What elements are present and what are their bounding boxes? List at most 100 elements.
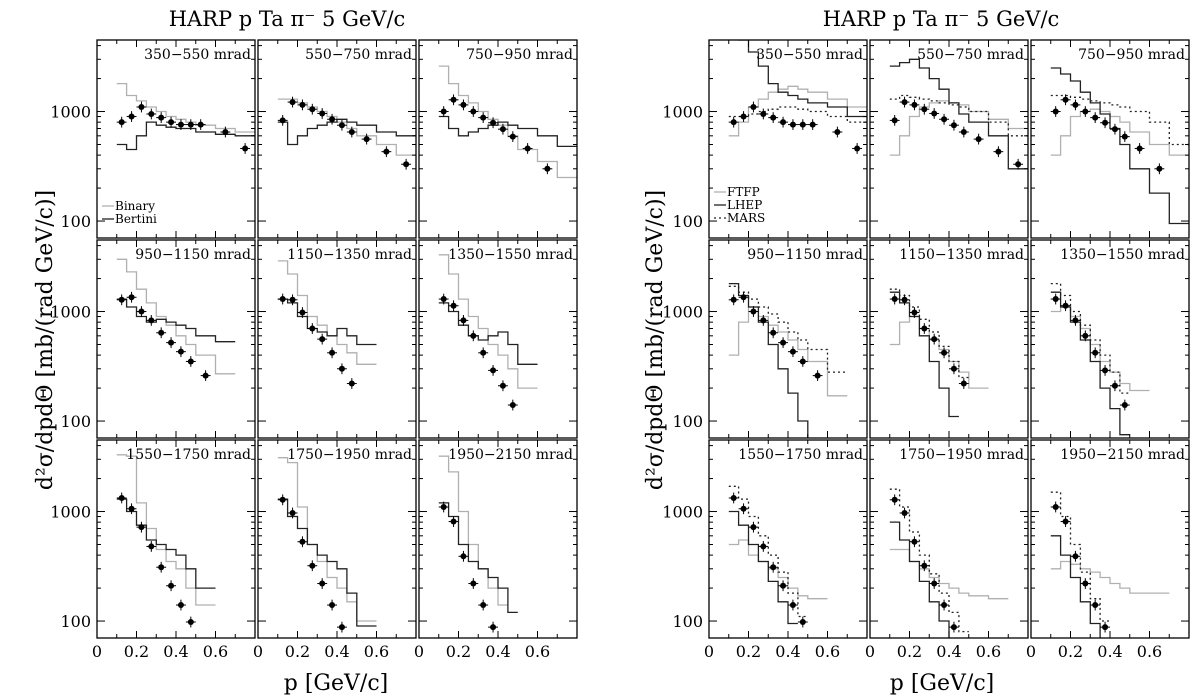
panel-plot-area: [1050, 282, 1150, 436]
x-tick-label: 0.4: [163, 642, 188, 661]
panel-angle-label: 1950−2150 mrad: [448, 447, 573, 463]
data-point: [1102, 624, 1109, 631]
data-point: [1062, 518, 1069, 525]
data-point: [1062, 96, 1069, 103]
data-point: [460, 101, 467, 108]
data-point: [789, 348, 796, 355]
data-point: [814, 372, 821, 379]
data-point: [911, 309, 918, 316]
data-point: [499, 126, 506, 133]
legend-label-binary: Binary: [115, 199, 155, 213]
model-histogram-mars: [1050, 282, 1130, 394]
data-point: [187, 618, 194, 625]
data-point: [1156, 165, 1163, 172]
data-point: [440, 503, 447, 510]
data-point: [138, 103, 145, 110]
data-point: [834, 129, 841, 136]
data-point: [1072, 553, 1079, 560]
panel-plot-area: [1050, 67, 1189, 225]
x-tick-label: 0.2: [446, 642, 471, 661]
data-point: [854, 145, 861, 152]
model-histogram-lhep: [1050, 67, 1189, 225]
data-point: [480, 349, 487, 356]
model-histogram-bertini: [116, 498, 216, 589]
data-point: [975, 136, 982, 143]
data-point: [309, 325, 316, 332]
x-tick-label: 0.6: [1137, 642, 1162, 661]
x-tick-label: 0.4: [324, 642, 349, 661]
data-point: [780, 339, 787, 346]
model-histogram-mars: [728, 485, 808, 618]
plot-layer: 350−550 mrad1000100BinaryBertini550−750 …: [50, 39, 1190, 661]
data-point: [931, 336, 938, 343]
right-panel-4: 950−1150 mrad 1000 100: [662, 239, 868, 439]
model-histogram-lhep: [728, 510, 798, 625]
data-point: [1102, 367, 1109, 374]
data-point: [242, 145, 249, 152]
right-panel-3: 750−950 mrad: [1030, 39, 1190, 239]
data-point: [950, 365, 957, 372]
left-panel-9: 1950−2150 mrad 0 0.2 0.4 0.6: [414, 439, 578, 661]
panel-angle-label: 1350−1550 mrad: [1060, 247, 1185, 263]
model-histogram-binary: [116, 82, 255, 133]
data-point: [891, 296, 898, 303]
data-point: [138, 524, 145, 531]
data-point: [177, 602, 184, 609]
data-point: [1092, 349, 1099, 356]
model-histogram-binary: [277, 98, 416, 156]
panel-angle-label: 1550−1750 mrad: [738, 447, 863, 463]
data-point: [197, 121, 204, 128]
data-point: [460, 553, 467, 560]
model-histogram-ftfp: [889, 548, 1009, 600]
data-point: [799, 618, 806, 625]
data-point: [950, 122, 957, 129]
data-point: [128, 113, 135, 120]
x-tick-label: 0.6: [203, 642, 228, 661]
panel-frame: [418, 239, 578, 439]
data-point: [499, 382, 506, 389]
data-point: [309, 106, 316, 113]
data-point: [148, 543, 155, 550]
data-point: [480, 602, 487, 609]
left-panel-3: 750−950 mrad: [418, 39, 578, 239]
panel-angle-label: 350−550 mrad: [144, 47, 251, 63]
data-point: [740, 505, 747, 512]
data-point: [1111, 126, 1118, 133]
data-point: [383, 148, 390, 155]
panel-angle-label: 750−950 mrad: [466, 47, 573, 63]
data-point: [911, 101, 918, 108]
data-point: [460, 317, 467, 324]
data-point: [780, 119, 787, 126]
panel-plot-area: [116, 454, 216, 628]
data-point: [750, 103, 757, 110]
data-point: [329, 349, 336, 356]
right-x-axis-title: p [GeV/c]: [890, 671, 994, 696]
model-histogram-mars: [889, 488, 969, 633]
right-panel-2: 550−750 mrad: [869, 39, 1029, 239]
left-panel-4: 950−1150 mrad 1000 100: [50, 239, 256, 439]
right-panel-8: 1750−1950 mrad 0 0.2 0.4 0.6: [865, 439, 1029, 661]
panel-angle-label: 750−950 mrad: [1078, 47, 1185, 63]
data-point: [168, 582, 175, 589]
y-tick-label: 100: [60, 212, 91, 231]
data-point: [789, 121, 796, 128]
legend-label-ftfp: FTFP: [727, 185, 760, 199]
model-histogram-binary: [277, 260, 377, 365]
panel-angle-label: 1550−1750 mrad: [126, 447, 251, 463]
data-point: [799, 358, 806, 365]
y-tick-label: 100: [672, 612, 703, 631]
right-panel-9: 1950−2150 mrad 0 0.2 0.4 0.6: [1026, 439, 1190, 661]
panel-frame: [418, 39, 578, 239]
data-point: [158, 329, 165, 336]
data-point: [921, 106, 928, 113]
data-point: [168, 119, 175, 126]
data-point: [921, 325, 928, 332]
data-point: [901, 296, 908, 303]
panel-frame: [257, 439, 417, 639]
model-histogram-bertini: [277, 498, 377, 627]
model-histogram-bertini: [116, 298, 236, 343]
data-point: [1082, 580, 1089, 587]
data-point: [470, 108, 477, 115]
x-tick-label: 0.4: [936, 642, 961, 661]
